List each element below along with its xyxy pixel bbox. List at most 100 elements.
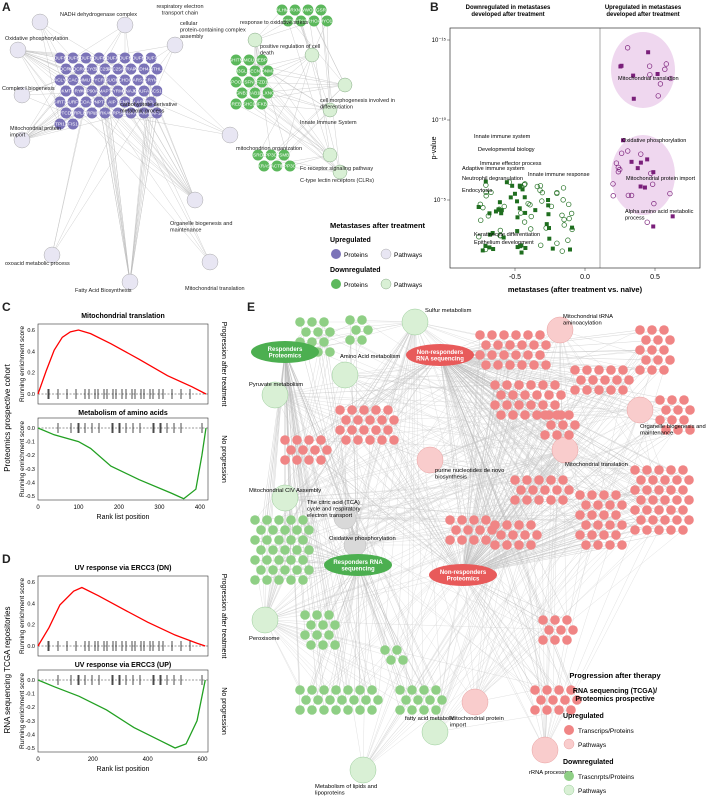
scatter-point-down <box>568 210 575 217</box>
scatter-point-up <box>670 214 675 219</box>
network-edge <box>344 374 618 381</box>
network-edge <box>462 529 660 576</box>
network-edge <box>439 354 508 546</box>
gene-label: KRAS <box>258 164 271 169</box>
pathway-label: electron transport <box>307 513 352 519</box>
gene-label: FZD1 <box>256 80 268 85</box>
network-edge <box>129 57 152 283</box>
scatter-point-down <box>539 189 545 196</box>
pathway-label: lipoproteins <box>315 791 345 797</box>
gene-label: ACTB <box>271 164 283 169</box>
network-edge <box>248 103 341 173</box>
gene-node-down <box>306 620 316 630</box>
gene-node-up <box>600 375 610 385</box>
network-edge <box>345 419 436 733</box>
hub-label: Responders RNA <box>333 560 383 566</box>
gene-node-up <box>292 435 302 445</box>
gene-node-up <box>648 495 658 505</box>
scatter-point-down <box>488 232 493 237</box>
gene-node-down <box>262 575 272 585</box>
gene-node-up <box>647 365 657 375</box>
y-tick-label: 0.4 <box>27 349 35 355</box>
gene-node-down <box>386 655 396 665</box>
pathway-label: Oxidative phosphorylation <box>5 36 68 42</box>
gene-node-up <box>618 365 628 375</box>
network-edge <box>320 9 331 111</box>
pathway-node-up <box>31 13 49 31</box>
network-edge <box>307 9 331 156</box>
gene-node-down <box>292 525 302 535</box>
network-edge <box>439 329 641 356</box>
scatter-point-down <box>515 199 520 204</box>
protein-node-up <box>151 107 163 119</box>
network-edge <box>362 534 581 771</box>
gene-node-up <box>661 425 671 435</box>
gene-node-up <box>538 380 548 390</box>
network-edge <box>439 354 516 481</box>
plot-frame <box>37 323 209 405</box>
gene-node-up <box>493 360 503 370</box>
network-edge <box>462 434 558 576</box>
network-edge <box>344 479 516 519</box>
network-edge <box>524 534 546 751</box>
gene-label: HEBP2 <box>254 58 270 63</box>
enrichment-curve-down <box>37 679 206 749</box>
network-edge <box>266 449 566 521</box>
network-edge <box>393 419 464 576</box>
gene-label: SHC1 <box>243 102 256 107</box>
gene-node-up <box>568 625 578 635</box>
network-edge <box>462 404 520 576</box>
gene-node-up <box>684 515 694 525</box>
protein-node-down <box>230 54 242 66</box>
enrichment-curve-up <box>37 586 206 647</box>
network-edge <box>362 419 371 771</box>
gene-node-up <box>371 425 381 435</box>
gene-node-down <box>306 640 316 650</box>
gene-node-up <box>540 430 550 440</box>
gene-node-up <box>611 490 621 500</box>
gene-label: SFN <box>244 80 253 85</box>
hub-node <box>406 344 474 366</box>
network-edge <box>257 54 313 156</box>
gene-node-up <box>630 525 640 535</box>
network-edge <box>129 90 158 283</box>
network-edge <box>357 564 407 701</box>
scatter-point-up <box>663 61 669 67</box>
network-edge <box>320 409 641 441</box>
hub-node <box>251 341 319 363</box>
y-tick-label: -0.4 <box>26 480 35 486</box>
gene-node-up <box>383 405 393 415</box>
scatter-point-down <box>497 200 502 205</box>
protein-node-up <box>99 107 111 119</box>
gene-node-up <box>463 525 473 535</box>
network-edge <box>369 439 464 576</box>
network-edge <box>117 112 196 201</box>
legend-swatch <box>563 738 575 750</box>
gene-node-up <box>566 705 576 715</box>
gene-node-up <box>575 510 585 520</box>
gene-node-up <box>530 685 540 695</box>
scatter-point-down <box>483 179 488 184</box>
network-edge <box>345 419 464 576</box>
protein-node-up <box>54 96 66 108</box>
network-edge <box>296 449 566 571</box>
network-edge <box>377 321 416 701</box>
scatter-point-down <box>523 210 528 215</box>
pathway-label: Oxidative phosphorylation <box>329 536 396 542</box>
gene-node-up <box>502 540 512 550</box>
protein-node-up <box>67 118 79 130</box>
gene-node-down <box>363 325 373 335</box>
gene-node-up <box>642 465 652 475</box>
scatter-point-down <box>515 245 520 250</box>
pathway-label: Peroxisome <box>249 636 280 642</box>
network-edge <box>313 20 346 86</box>
protein-node-down <box>271 160 283 172</box>
gene-node-up <box>481 360 491 370</box>
scatter-point-up <box>638 160 643 165</box>
network-edge <box>300 20 341 173</box>
gene-node-up <box>286 445 296 455</box>
scatter-point-down <box>483 189 489 195</box>
scatter-point-down <box>476 234 482 240</box>
x-tick-label: 200 <box>114 505 125 511</box>
pathway-label: Pyruvate metabolism <box>249 382 303 388</box>
